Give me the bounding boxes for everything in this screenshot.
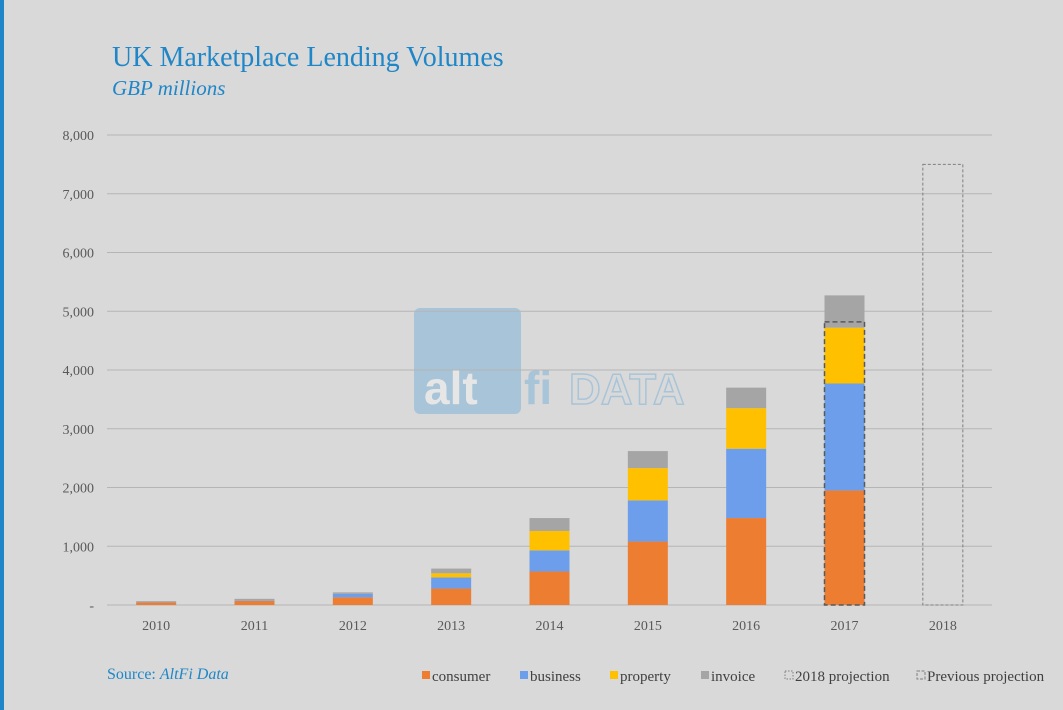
- source-note: Source: AltFi Data: [107, 666, 229, 684]
- bar-business: [332, 593, 373, 598]
- altfi-watermark-logo: alt fi DATA: [414, 308, 685, 415]
- source-prefix: Source:: [107, 666, 160, 683]
- legend-swatch: [701, 671, 709, 679]
- legend-label: property: [620, 669, 671, 685]
- bar-business: [627, 500, 668, 542]
- y-tick-label: 5,000: [63, 305, 95, 320]
- y-tick-label: 2,000: [63, 482, 95, 497]
- chart-title: UK Marketplace Lending Volumes: [112, 42, 504, 73]
- bar-consumer: [726, 518, 767, 605]
- bar-consumer: [824, 490, 865, 605]
- watermark-text-data: DATA: [569, 365, 685, 414]
- x-tick-label: 2013: [437, 619, 465, 634]
- y-tick-label: 7,000: [63, 188, 95, 203]
- bar-previous-projection: [823, 321, 866, 606]
- x-tick-label: 2017: [831, 619, 859, 634]
- x-tick-label: 2010: [142, 619, 170, 634]
- bar-property: [726, 408, 767, 449]
- source-name: AltFi Data: [159, 666, 229, 683]
- x-tick-label: 2018: [929, 619, 957, 634]
- bar-property: [627, 468, 668, 501]
- bar-invoice: [136, 601, 177, 603]
- bar-invoice: [234, 598, 275, 601]
- x-tick-label: 2012: [339, 619, 367, 634]
- legend-label: consumer: [432, 669, 490, 685]
- y-tick-label: 4,000: [63, 364, 95, 379]
- chart-plot: alt fi DATA - 1,000 2,000 3,000 4,000 5,000 6,…: [63, 129, 1045, 685]
- x-tick-label: 2014: [536, 619, 564, 634]
- y-tick-label: 8,000: [63, 129, 95, 144]
- legend-swatch: [520, 671, 528, 679]
- bar-business: [431, 577, 472, 589]
- bar-invoice: [332, 592, 373, 594]
- x-tick-label: 2016: [732, 619, 760, 634]
- y-tick-label: 1,000: [63, 540, 95, 555]
- bar-business: [824, 383, 865, 491]
- bar-business: [234, 600, 275, 601]
- legend-swatch: [916, 670, 926, 680]
- x-tick-label: 2015: [634, 619, 662, 634]
- y-tick-label: 3,000: [63, 423, 95, 438]
- bar-invoice: [529, 518, 570, 531]
- bar-consumer: [136, 602, 177, 605]
- chart-subtitle: GBP millions: [112, 76, 226, 100]
- bar-consumer: [627, 541, 668, 605]
- bar-property: [431, 573, 472, 578]
- bar-business: [726, 448, 767, 519]
- legend-label: invoice: [711, 669, 755, 685]
- bar-property: [824, 327, 865, 384]
- legend-swatch: [784, 670, 794, 680]
- bar-2018-projection: [922, 163, 964, 606]
- legend-swatch: [422, 671, 430, 679]
- y-tick-label: 6,000: [63, 247, 95, 262]
- legend-label: business: [530, 669, 581, 685]
- watermark-text-alt: alt: [424, 362, 478, 414]
- legend-label: Previous projection: [927, 669, 1045, 685]
- legend-label: 2018 projection: [795, 669, 890, 685]
- bar-consumer: [529, 571, 570, 605]
- bar-consumer: [234, 600, 275, 605]
- bar-invoice: [824, 295, 865, 328]
- bar-consumer: [431, 588, 472, 605]
- bar-invoice: [627, 451, 668, 469]
- legend-swatch: [610, 671, 618, 679]
- watermark-logo-box: [414, 308, 521, 414]
- bar-consumer: [332, 597, 373, 605]
- bar-invoice: [726, 387, 767, 409]
- watermark-text-fi: fi: [524, 362, 552, 414]
- bar-business: [529, 550, 570, 572]
- x-tick-label: 2011: [241, 619, 268, 634]
- y-tick-label: -: [89, 599, 94, 614]
- bar-invoice: [431, 568, 472, 574]
- bar-property: [529, 530, 570, 551]
